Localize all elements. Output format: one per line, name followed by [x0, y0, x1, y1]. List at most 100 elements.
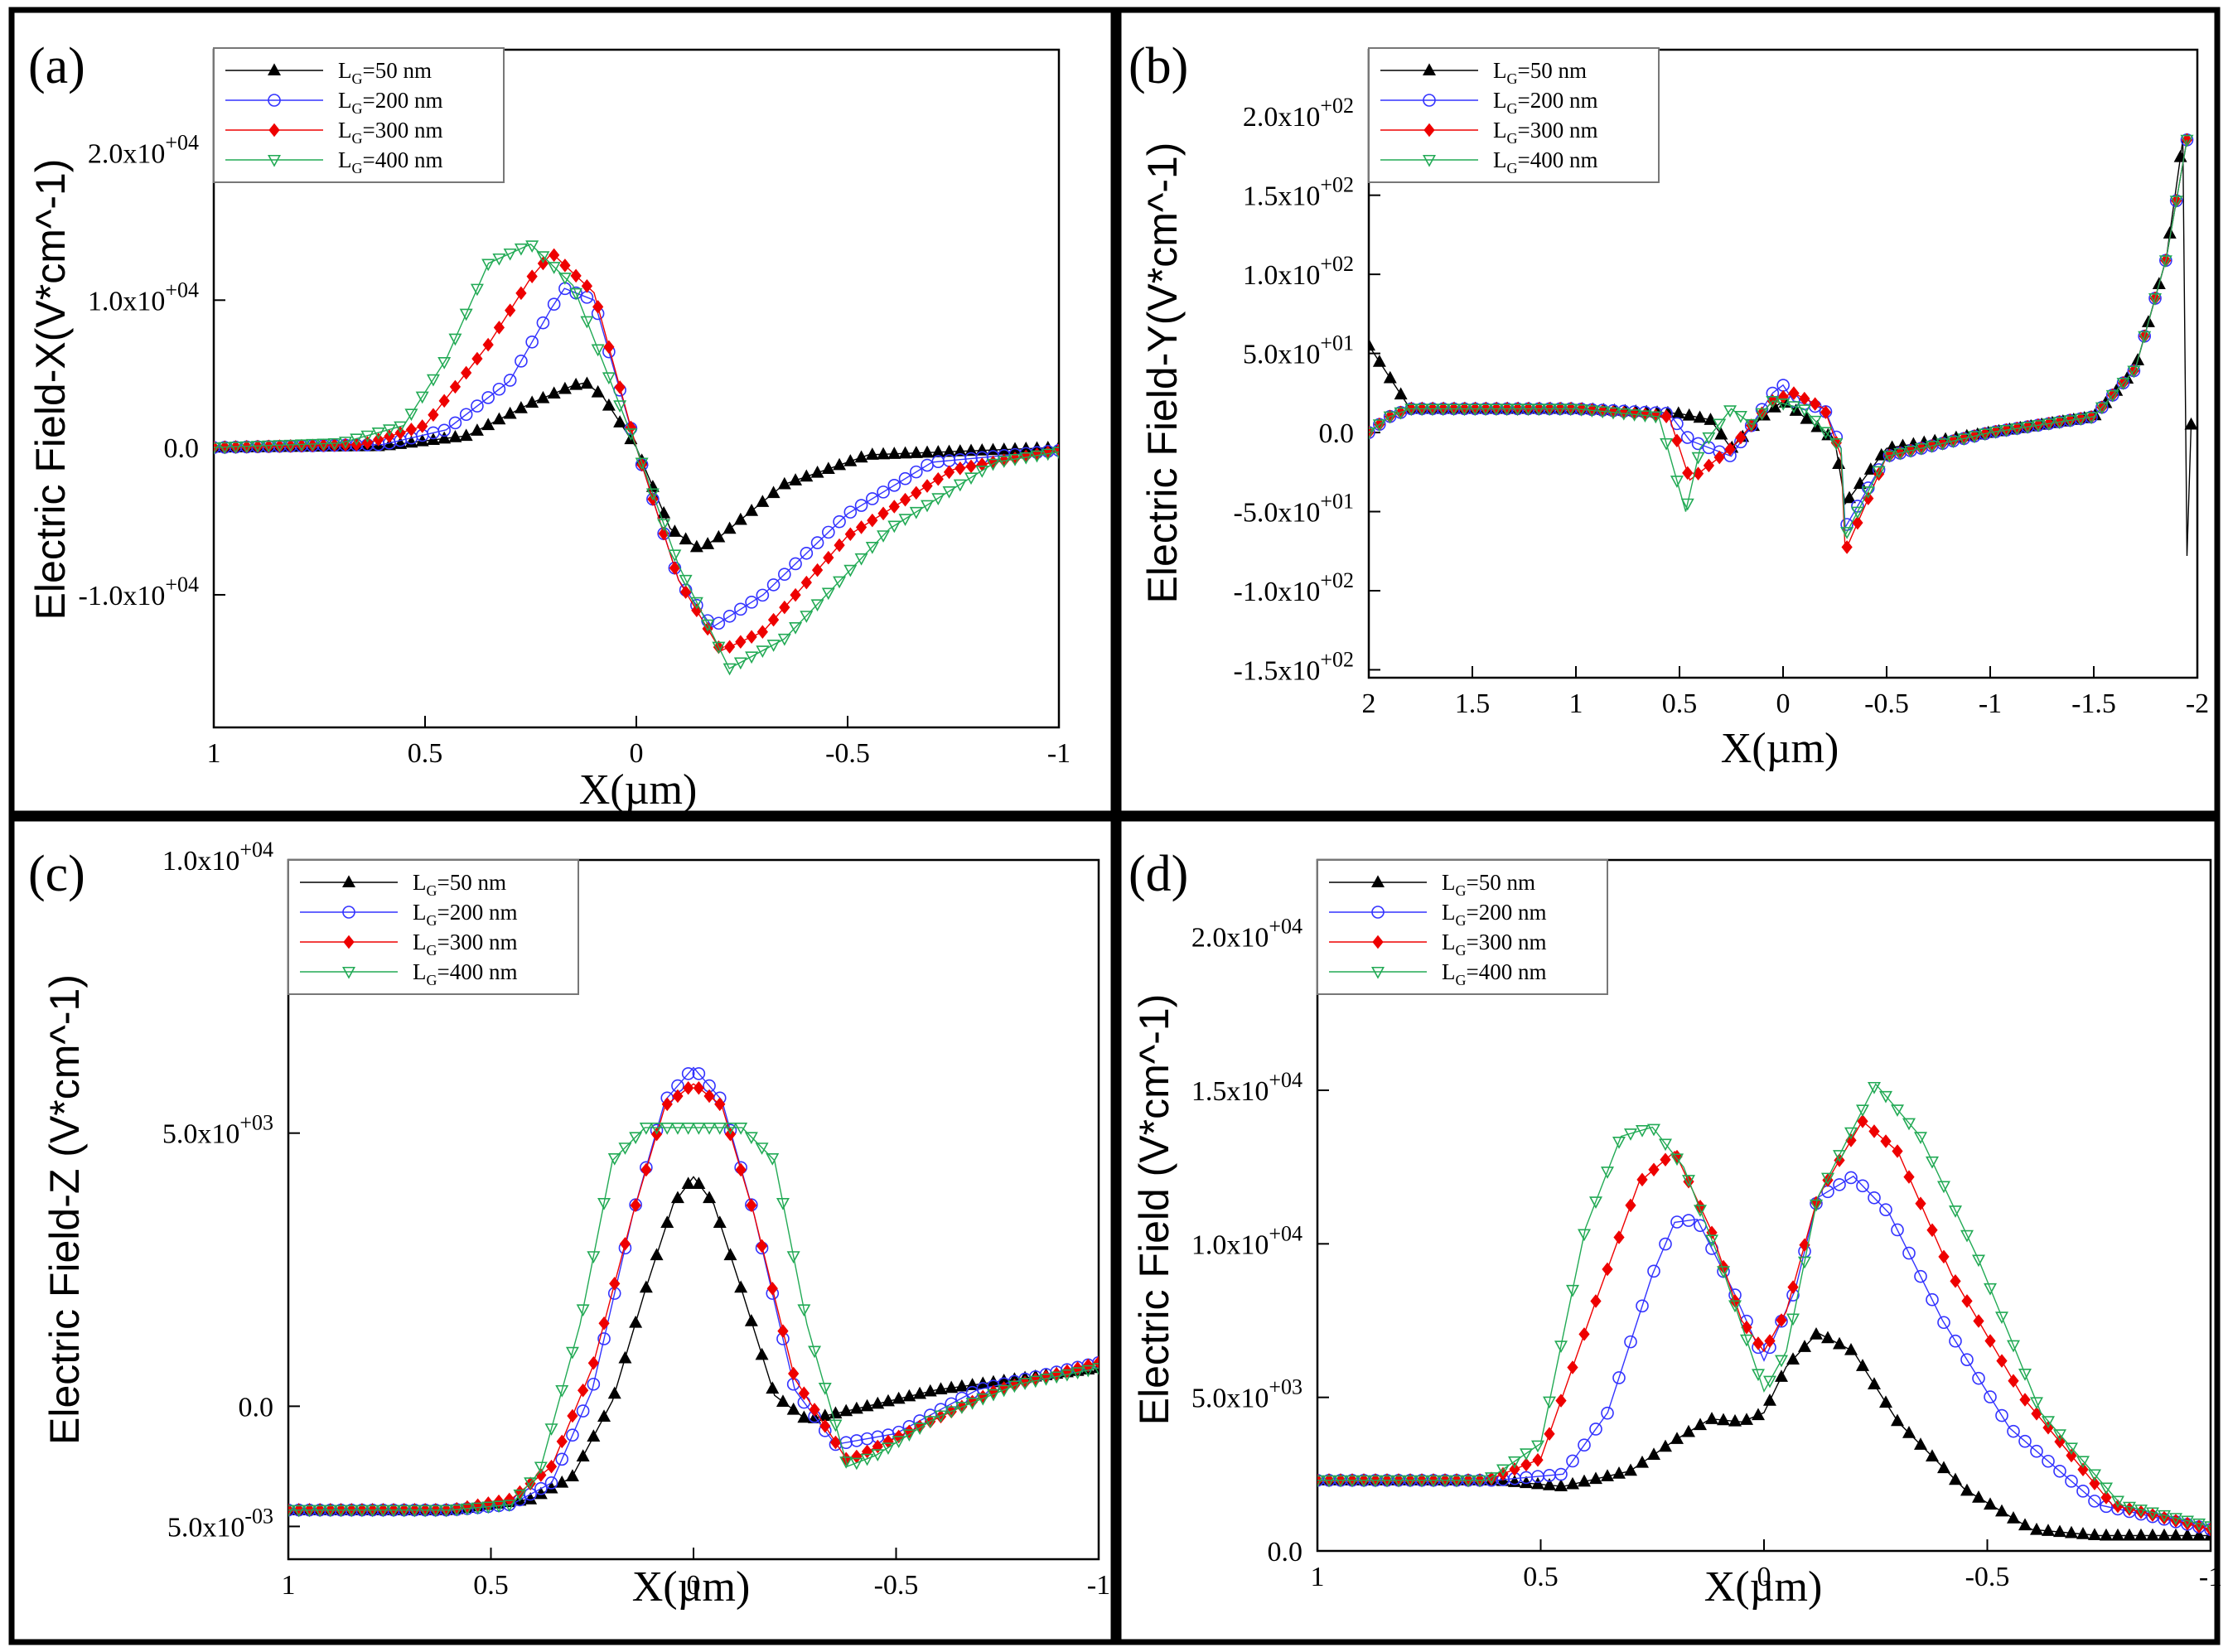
series-marker [317, 438, 331, 452]
series-marker [2030, 1444, 2043, 1458]
y-axis-title: Electric Field (V*cm^-1) [1131, 994, 1177, 1426]
series-marker [766, 578, 781, 592]
series-marker [1763, 1394, 1776, 1406]
series-marker [777, 476, 791, 490]
series-marker [1714, 427, 1728, 440]
series-marker [1061, 1364, 1073, 1379]
series-marker [2169, 196, 2183, 208]
series-marker [854, 450, 868, 463]
series-marker [492, 1500, 506, 1514]
series-marker [703, 1191, 717, 1204]
series-marker [1733, 411, 1747, 423]
series-marker [756, 588, 770, 602]
series-marker [2105, 389, 2119, 403]
series-marker [692, 1176, 706, 1190]
series-marker [1682, 466, 1694, 481]
series-marker [587, 1429, 601, 1442]
series-marker [567, 1408, 578, 1423]
legend-marker [1423, 94, 1436, 107]
series-marker [923, 1384, 937, 1397]
x-tick-label: 1 [1569, 688, 1583, 719]
series-marker [1799, 391, 1810, 406]
series-marker [2065, 1475, 2078, 1488]
series-marker [701, 537, 715, 549]
series-marker [766, 1153, 780, 1166]
series-marker [2077, 1462, 2089, 1477]
series-marker [1647, 1123, 1660, 1137]
series-marker [1914, 443, 1928, 456]
legend-marker [268, 94, 281, 107]
series-marker [544, 1476, 558, 1490]
series-marker [471, 1502, 485, 1515]
series-marker [591, 384, 605, 398]
series-marker [1555, 1394, 1567, 1408]
series-marker [1798, 1256, 1811, 1269]
series-marker [1926, 1292, 1939, 1307]
series-marker [1797, 404, 1811, 417]
series-marker [334, 1505, 348, 1518]
x-tick-label: 1.5 [1455, 688, 1491, 719]
series-marker [1891, 1104, 1904, 1117]
series-marker [1521, 403, 1535, 417]
series-marker [1479, 403, 1493, 417]
series-marker [470, 423, 484, 436]
series-marker [1589, 1423, 1602, 1436]
series-marker [1694, 1418, 1707, 1431]
series-marker [556, 1434, 568, 1449]
series-marker [597, 1409, 611, 1423]
series-marker [471, 399, 484, 413]
panel-a-border [8, 7, 1117, 817]
series-marker [559, 258, 571, 273]
series-marker [1735, 430, 1747, 445]
series-marker [756, 645, 770, 659]
series-marker [789, 473, 803, 485]
series-marker [1369, 426, 1375, 439]
series-marker [779, 600, 790, 615]
series-marker [428, 1505, 442, 1518]
series-marker [1531, 1440, 1544, 1453]
series-marker [1968, 431, 1982, 444]
series-marker [544, 1423, 558, 1436]
series-marker [2063, 415, 2077, 428]
series-marker [953, 444, 967, 456]
series-marker [756, 625, 768, 639]
series-marker [713, 1215, 727, 1228]
legend-marker [1372, 935, 1384, 949]
series-marker [1510, 403, 1525, 417]
series-marker [887, 478, 901, 492]
series-marker [2076, 1527, 2090, 1539]
series-marker [1578, 1438, 1591, 1452]
series-marker [448, 416, 462, 430]
plot-area [288, 1066, 1099, 1518]
series-marker [1624, 1335, 1637, 1349]
series-marker [580, 376, 594, 389]
series-marker [1520, 1448, 1533, 1461]
series-marker [734, 602, 747, 616]
series-marker [2007, 1424, 2020, 1438]
series-marker [1937, 1316, 1950, 1330]
series-marker [909, 506, 923, 519]
series-marker [723, 609, 737, 623]
series-marker [1705, 1412, 1718, 1424]
x-tick-label: 2 [1362, 688, 1376, 719]
series-marker [1844, 1127, 1858, 1140]
series-marker [776, 1197, 790, 1210]
series-marker [668, 524, 682, 537]
series-marker [1659, 1138, 1672, 1152]
series-marker [376, 1505, 390, 1518]
series-marker [1369, 427, 1375, 440]
series-marker [2031, 420, 2045, 432]
series-marker [1585, 405, 1599, 418]
series-marker [323, 1505, 337, 1518]
series-marker [1973, 1314, 1984, 1328]
series-marker [482, 1496, 494, 1510]
series-marker [1856, 1359, 1869, 1371]
x-axis-title: X(µm) [632, 1563, 751, 1611]
series-marker [877, 530, 891, 543]
series-marker [1799, 1238, 1810, 1253]
series-marker [598, 1316, 610, 1331]
x-tick-label: -1 [1979, 688, 2002, 719]
series-marker [570, 268, 582, 283]
series-marker [681, 1067, 695, 1080]
